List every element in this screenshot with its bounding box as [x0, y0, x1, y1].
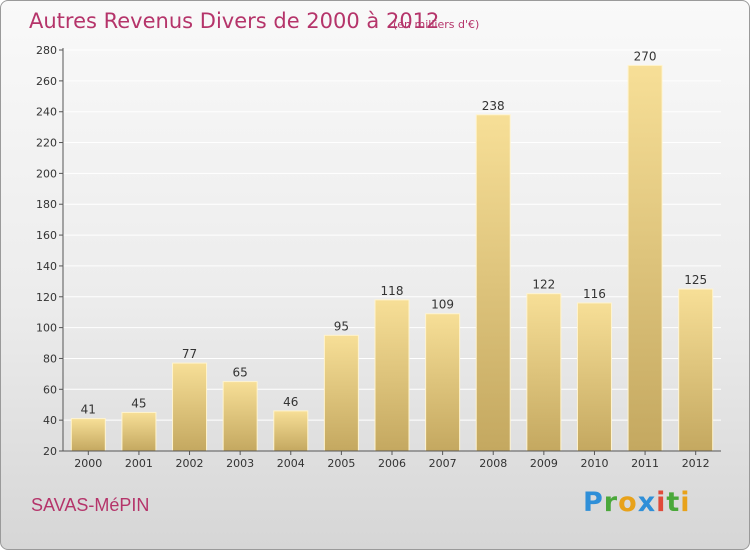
x-tick-label: 2003 [226, 457, 254, 470]
y-tick-label: 280 [36, 44, 57, 57]
x-tick-label: 2006 [378, 457, 406, 470]
bar-value-label: 95 [334, 319, 349, 333]
x-tick-label: 2007 [429, 457, 457, 470]
y-tick-label: 140 [36, 260, 57, 273]
bar [526, 293, 562, 452]
bar [425, 313, 461, 452]
x-tick-label: 2002 [176, 457, 204, 470]
y-tick-label: 220 [36, 137, 57, 150]
logo-letter: x [637, 487, 657, 518]
x-tick-label: 2008 [479, 457, 507, 470]
bar [475, 114, 511, 452]
bar-value-label: 238 [482, 99, 505, 113]
x-tick-label: 2011 [631, 457, 659, 470]
chart-title: Autres Revenus Divers de 2000 à 2012 [29, 9, 440, 33]
bar [627, 64, 663, 452]
y-tick-label: 200 [36, 167, 57, 180]
y-tick-label: 40 [43, 414, 57, 427]
logo-letter: P [583, 487, 604, 518]
y-tick-label: 180 [36, 198, 57, 211]
logo-letter: t [666, 487, 681, 518]
logo-letter: i [656, 487, 667, 518]
y-tick-label: 100 [36, 322, 57, 335]
x-tick-label: 2004 [277, 457, 305, 470]
y-tick-label: 120 [36, 291, 57, 304]
bar-value-label: 46 [283, 395, 298, 409]
bar [273, 410, 309, 452]
bar-value-label: 122 [532, 278, 555, 292]
logo-letter: r [603, 487, 619, 518]
y-tick-label: 80 [43, 352, 57, 365]
x-tick-label: 2012 [682, 457, 710, 470]
x-tick-label: 2001 [125, 457, 153, 470]
logo-letter: i [680, 487, 691, 518]
bar [121, 411, 157, 452]
bar [70, 418, 106, 452]
y-tick-label: 240 [36, 106, 57, 119]
y-tick-label: 260 [36, 75, 57, 88]
y-tick-label: 60 [43, 383, 57, 396]
bar-value-label: 109 [431, 298, 454, 312]
x-tick-label: 2005 [327, 457, 355, 470]
bar-value-label: 116 [583, 287, 606, 301]
x-tick-label: 2010 [580, 457, 608, 470]
x-tick-label: 2009 [530, 457, 558, 470]
chart-subtitle: (en milliers d'€) [393, 18, 480, 31]
bar [576, 302, 612, 452]
location-label: SAVAS-MéPIN [31, 495, 150, 515]
y-tick-label: 160 [36, 229, 57, 242]
bar-value-label: 125 [684, 273, 707, 287]
bar [172, 362, 208, 452]
bar-value-label: 77 [182, 347, 197, 361]
bar [323, 334, 359, 452]
bar [374, 299, 410, 452]
bar-value-label: 270 [634, 49, 657, 63]
y-tick-label: 20 [43, 445, 57, 458]
bar-value-label: 118 [381, 284, 404, 298]
bar [222, 381, 258, 452]
logo-letter: o [618, 487, 638, 518]
bar-value-label: 41 [81, 403, 96, 417]
bar-value-label: 65 [233, 366, 248, 380]
x-tick-label: 2000 [74, 457, 102, 470]
bar-value-label: 45 [131, 396, 146, 410]
proxiti-logo: Proxiti [583, 487, 691, 518]
bar [678, 288, 714, 452]
